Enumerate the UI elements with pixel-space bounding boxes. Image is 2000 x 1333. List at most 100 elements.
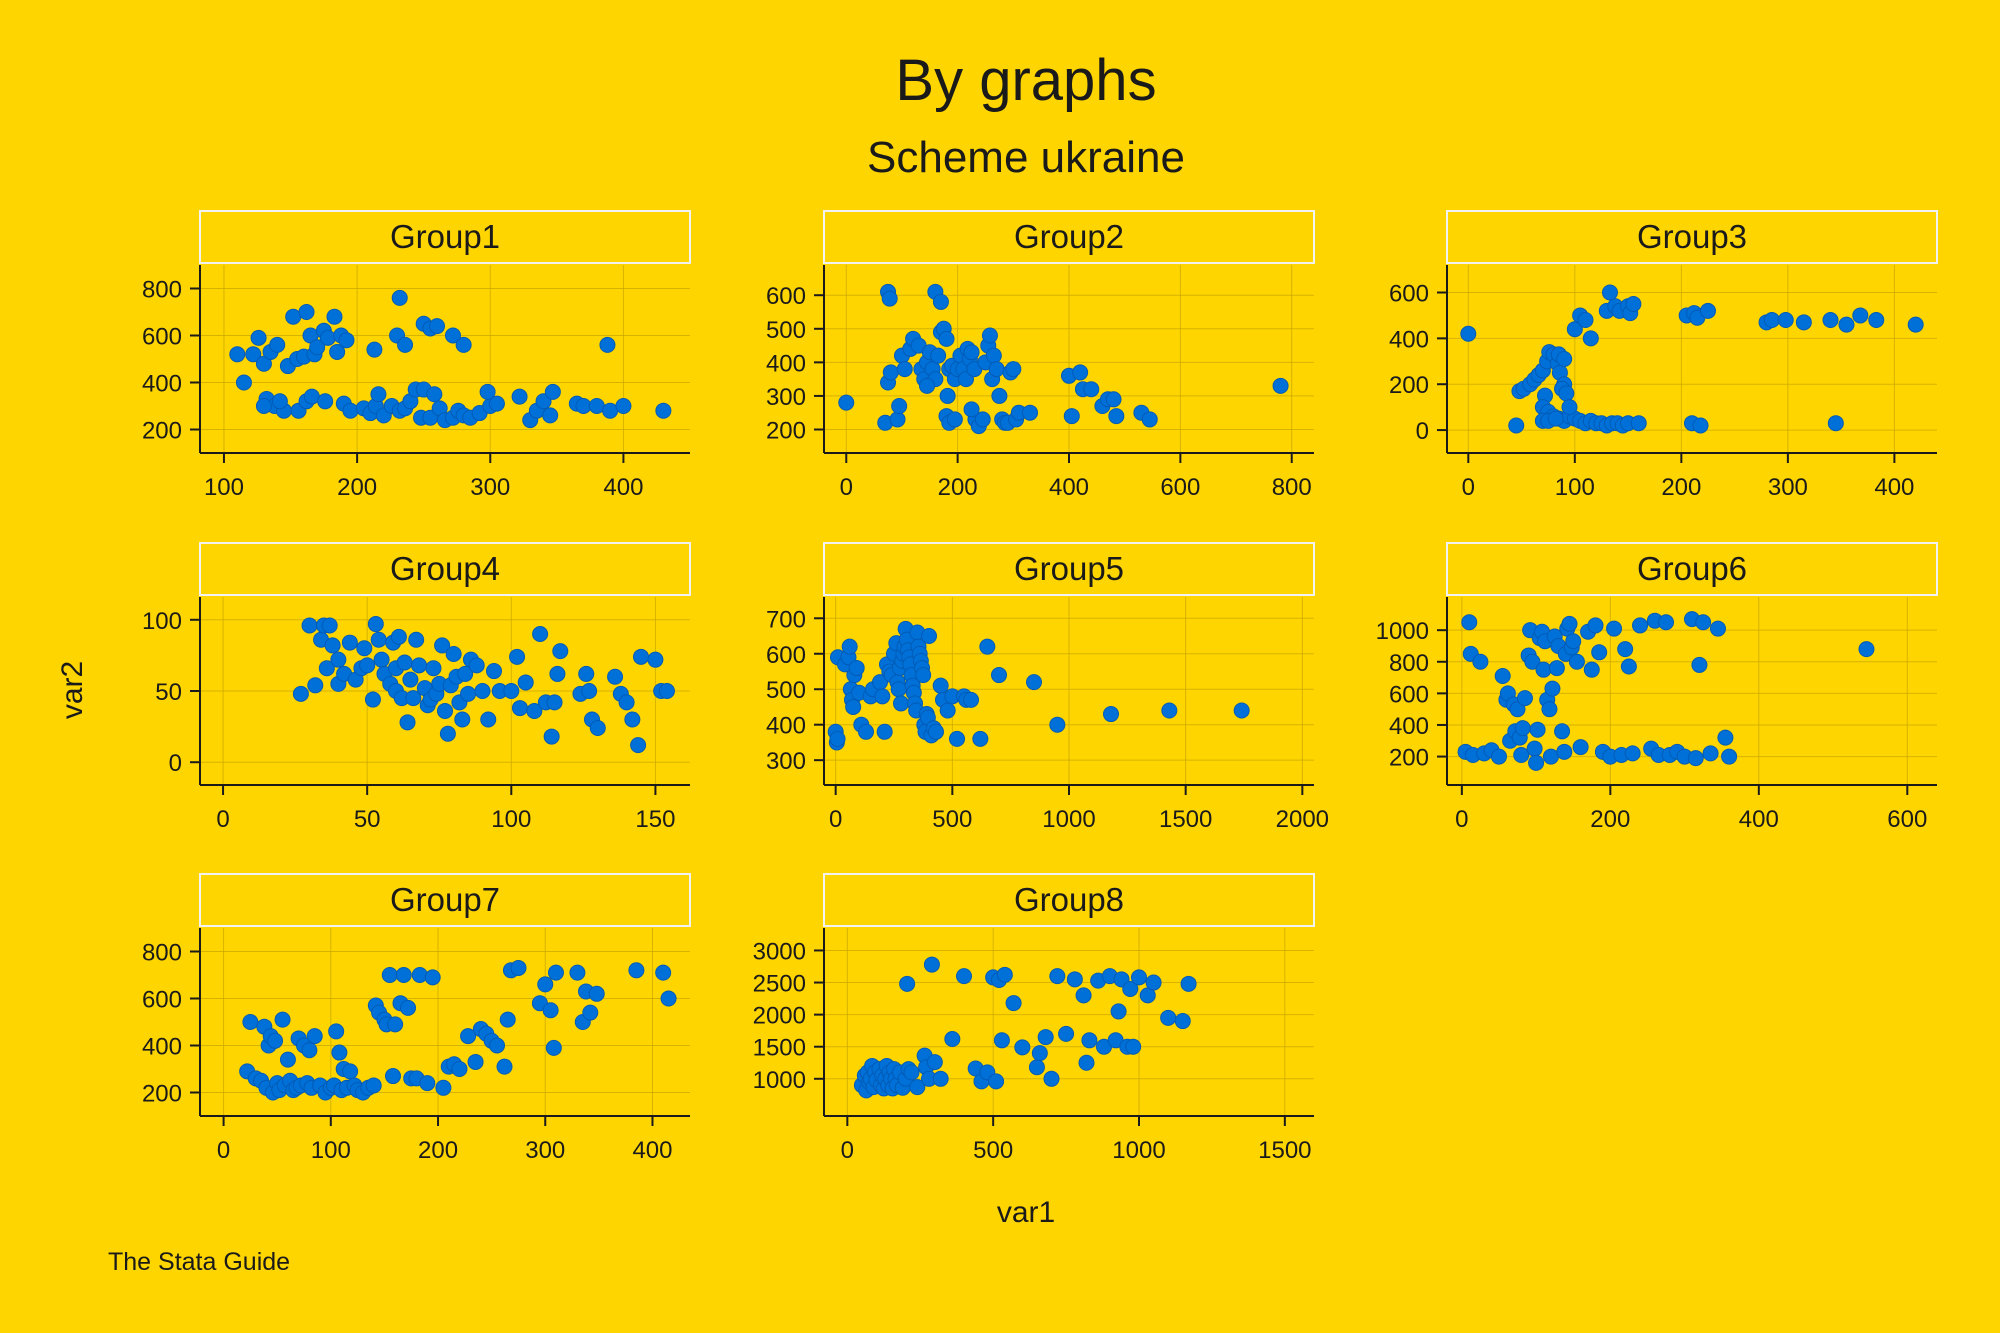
panels: Group1 100 200 300 400 200 400 600 800 Group2 0 200… <box>142 210 1938 1164</box>
scatter-point <box>367 616 384 633</box>
scatter-point <box>326 308 343 325</box>
scatter-point <box>397 336 414 353</box>
scatter-point <box>1108 408 1125 425</box>
scatter-point <box>1561 399 1578 416</box>
y-tick-label: 500 <box>766 317 806 344</box>
scatter-point <box>589 720 606 737</box>
scatter-point <box>1145 974 1162 991</box>
scatter-point <box>876 723 893 740</box>
scatter-point <box>581 683 598 699</box>
scatter-point <box>511 388 528 405</box>
y-tick-label: 200 <box>142 1081 182 1108</box>
scatter-point <box>1272 377 1289 394</box>
scatter-point <box>274 1011 291 1028</box>
scatter-point <box>1105 391 1122 408</box>
y-tick-label: 400 <box>142 371 182 398</box>
scatter-point <box>946 411 963 428</box>
y-tick-label: 400 <box>1389 713 1429 740</box>
scatter-point <box>915 667 932 684</box>
scatter-point <box>919 377 936 394</box>
x-tick-label: 0 <box>216 806 229 833</box>
scatter-point <box>1556 743 1573 760</box>
y-tick-label: 3000 <box>753 938 806 965</box>
scatter-point <box>630 737 647 754</box>
scatter-point <box>963 691 979 708</box>
scatter-point <box>342 402 359 419</box>
scatter-point <box>838 394 855 411</box>
scatter-point <box>1022 404 1039 421</box>
panel-group7: Group7 0 100 200 300 400 200 400 600 800 <box>142 873 691 1164</box>
scatter-point <box>1524 653 1541 670</box>
scatter-point <box>460 685 477 702</box>
scatter-point <box>309 339 326 356</box>
scatter-point <box>319 329 336 346</box>
scatter-point <box>242 1014 259 1030</box>
scatter-point <box>480 711 497 728</box>
y-tick-label: 600 <box>142 324 182 351</box>
scatter-point <box>1566 321 1583 338</box>
scatter-point <box>545 1039 562 1056</box>
chart-title: By graphs <box>895 48 1156 113</box>
scatter-point <box>488 395 505 412</box>
scatter-point <box>602 402 619 419</box>
scatter-point <box>517 674 534 691</box>
x-axis-label: var1 <box>997 1196 1055 1229</box>
x-tick-label: 0 <box>1462 474 1475 501</box>
scatter-point <box>939 702 956 719</box>
x-tick-label: 0 <box>840 474 853 501</box>
scatter-point <box>881 290 898 307</box>
scatter-point <box>395 967 412 983</box>
scatter-point <box>1717 729 1734 746</box>
x-tick-label: 50 <box>354 806 381 833</box>
panel-strip-label: Group4 <box>390 550 500 587</box>
scatter-point <box>1691 656 1708 673</box>
scatter-point <box>1049 716 1066 733</box>
scatter-point <box>370 631 387 648</box>
panel-strip <box>823 873 1315 927</box>
scatter-point <box>1508 417 1525 434</box>
scatter-point <box>1494 667 1511 684</box>
scatter-point <box>1083 381 1100 398</box>
scatter-point <box>599 336 616 353</box>
scatter-point <box>588 985 605 1002</box>
scatter-point <box>370 386 387 403</box>
scatter-point <box>1160 1009 1177 1026</box>
y-tick-label: 200 <box>1389 745 1429 772</box>
scatter-point <box>437 702 453 719</box>
scatter-point <box>235 374 252 391</box>
scatter-point <box>988 361 1005 378</box>
scatter-point <box>1702 745 1719 762</box>
scatter-point <box>1078 1054 1095 1071</box>
scatter-point <box>467 1053 484 1070</box>
scatter-point <box>1763 312 1780 329</box>
x-tick-label: 1000 <box>1112 1137 1165 1164</box>
scatter-point <box>391 289 408 306</box>
scatter-point <box>1868 312 1885 329</box>
scatter-point <box>1174 1013 1191 1030</box>
scatter-point <box>303 388 320 405</box>
panel-strip-label: Group1 <box>390 218 500 255</box>
scatter-point <box>647 651 664 668</box>
panel-group3: Group3 0 100 200 300 400 0 200 400 600 <box>1389 210 1938 501</box>
x-tick-label: 1500 <box>1159 806 1212 833</box>
scatter-point <box>356 640 373 657</box>
x-tick-label: 1000 <box>1042 806 1095 833</box>
y-tick-label: 800 <box>142 277 182 304</box>
scatter-point <box>396 654 413 671</box>
scatter-point <box>1233 702 1250 719</box>
scatter-point <box>1721 748 1738 765</box>
scatter-point <box>1529 721 1546 738</box>
scatter-point <box>628 962 645 979</box>
y-tick-label: 600 <box>766 283 806 310</box>
scatter-point <box>996 966 1013 983</box>
scatter-point <box>496 1058 513 1075</box>
y-tick-label: 500 <box>766 677 806 704</box>
scatter-point <box>1075 987 1092 1004</box>
scatter-point <box>896 361 913 378</box>
scatter-point <box>923 956 940 973</box>
panel-strip <box>823 210 1315 264</box>
scatter-point <box>963 401 980 418</box>
scatter-point <box>845 698 862 715</box>
scatter-point <box>474 683 491 699</box>
